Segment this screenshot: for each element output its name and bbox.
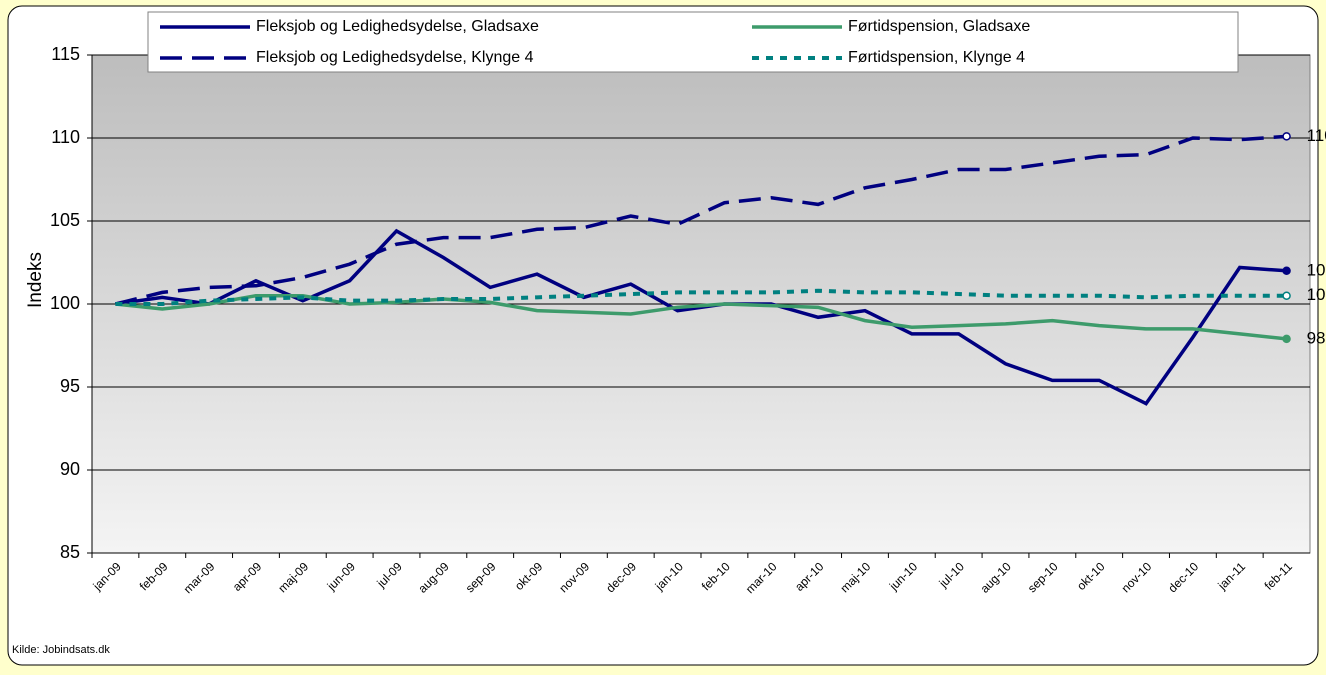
legend-label: Førtidspension, Klynge 4 [848, 49, 1025, 66]
y-tick-label: 95 [60, 376, 80, 396]
y-tick-label: 85 [60, 542, 80, 562]
legend-box [147, 11, 1239, 73]
legend-label: Førtidspension, Gladsaxe [848, 18, 1030, 35]
source: Kilde: Jobindsats.dk [12, 644, 110, 656]
end-marker [1282, 291, 1291, 300]
y-tick-label: 115 [51, 44, 80, 64]
y-tick-label: 105 [50, 210, 80, 230]
end-marker [1282, 266, 1291, 276]
end-marker [1282, 132, 1291, 141]
data-label: 110 [1307, 126, 1326, 145]
series-line [115, 293, 1287, 341]
data-label: 98 [1307, 328, 1326, 347]
y-tick-label: 110 [51, 127, 80, 147]
legend-label: Fleksjob og Ledighedsydelse, Klynge 4 [256, 49, 534, 66]
y-tick-label: 100 [50, 293, 80, 313]
y-tick-label: 90 [60, 459, 80, 479]
legend-label: Fleksjob og Ledighedsydelse, Gladsaxe [256, 18, 539, 35]
end-marker [1282, 334, 1291, 344]
data-label: 100 [1307, 285, 1326, 304]
data-label: 102 [1307, 260, 1326, 279]
y-axis-label: Indeks [25, 252, 46, 308]
series-line [115, 134, 1287, 306]
